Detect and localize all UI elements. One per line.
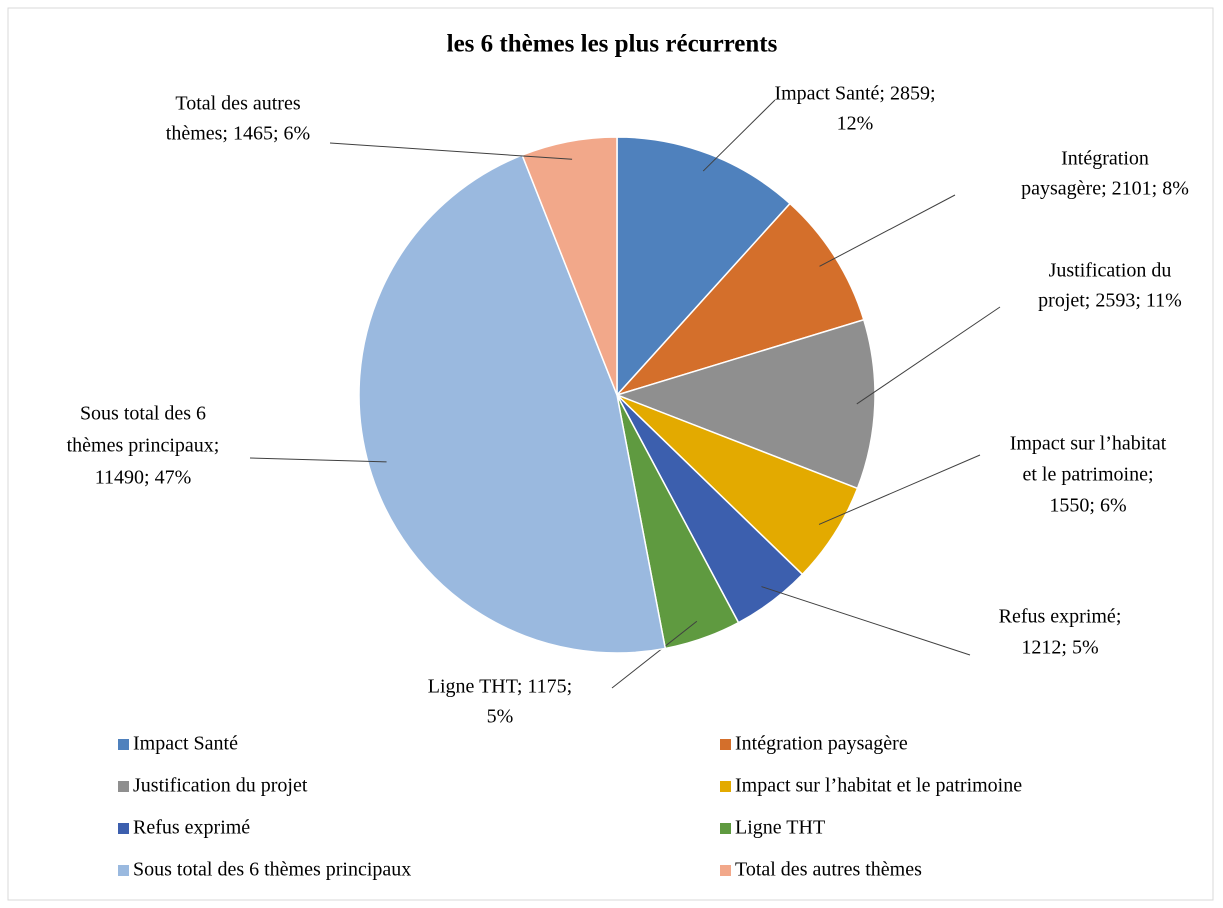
legend-label: Sous total des 6 thèmes principaux — [133, 859, 411, 881]
data-label: Justification du — [1049, 260, 1172, 282]
data-label: thèmes; 1465; 6% — [166, 123, 310, 145]
data-label: Impact sur l’habitat — [1010, 433, 1167, 455]
data-label: paysagère; 2101; 8% — [1021, 178, 1189, 200]
pie-slice — [521, 136, 618, 396]
leader-line — [818, 454, 981, 525]
data-label: et le patrimoine; — [1022, 464, 1153, 486]
legend-swatch — [118, 781, 129, 792]
pie-slice — [358, 154, 667, 654]
legend-label: Ligne THT — [735, 817, 825, 839]
data-label: Sous total des 6 — [80, 403, 206, 425]
chart-title: les 6 thèmes les plus récurrents — [447, 31, 778, 58]
leader-line — [702, 99, 776, 172]
legend-swatch — [118, 823, 129, 834]
leader-line — [611, 620, 698, 689]
legend-label: Total des autres thèmes — [735, 859, 922, 881]
data-label: Intégration — [1061, 148, 1149, 170]
pie-slice — [616, 136, 792, 397]
legend-label: Impact sur l’habitat et le patrimoine — [735, 775, 1022, 797]
data-label: thèmes principaux; — [67, 435, 220, 457]
legend-label: Justification du projet — [133, 775, 308, 797]
legend-label: Refus exprimé — [133, 817, 250, 839]
legend-swatch — [720, 823, 731, 834]
leader-line — [856, 306, 1001, 405]
data-label: Total des autres — [175, 93, 300, 115]
legend-swatch — [720, 865, 731, 876]
pie-slice — [614, 318, 876, 490]
leader-line — [329, 142, 573, 160]
legend-swatch — [118, 865, 129, 876]
data-label: Ligne THT; 1175; — [428, 676, 572, 698]
leader-line — [249, 457, 387, 463]
data-label: 1212; 5% — [1021, 637, 1098, 659]
legend-label: Intégration paysagère — [735, 733, 908, 755]
data-label: 12% — [837, 113, 874, 135]
legend-label: Impact Santé — [133, 733, 238, 755]
data-label: Impact Santé; 2859; — [774, 83, 935, 105]
legend-swatch — [720, 739, 731, 750]
legend-swatch — [720, 781, 731, 792]
data-label: 11490; 47% — [95, 467, 191, 489]
legend-swatch — [118, 739, 129, 750]
data-label: 5% — [487, 706, 514, 728]
pie-slice — [614, 202, 865, 397]
leader-line — [761, 586, 971, 656]
leader-line — [819, 194, 956, 267]
data-label: 1550; 6% — [1049, 495, 1126, 517]
data-label: Refus exprimé; — [999, 606, 1122, 628]
data-label: projet; 2593; 11% — [1038, 290, 1182, 312]
